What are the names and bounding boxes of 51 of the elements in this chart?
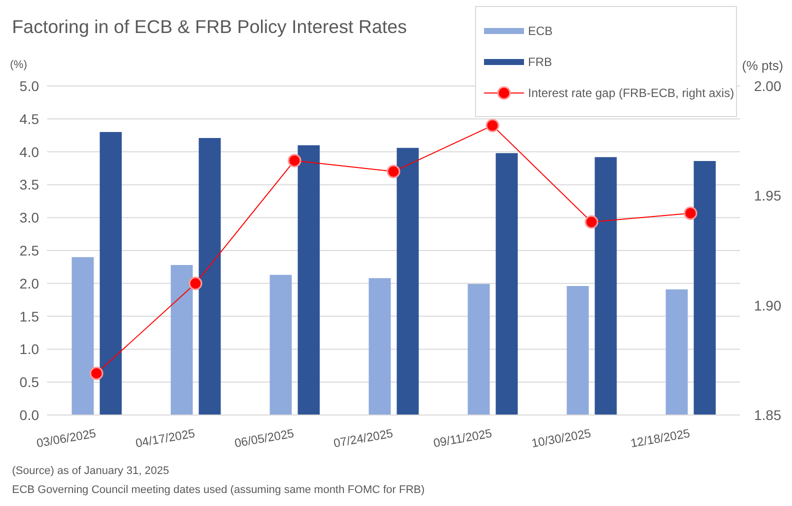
y-tick-label: 0.5 <box>20 374 40 390</box>
bar <box>566 286 589 415</box>
y-tick-label: 3.0 <box>20 210 40 226</box>
y-tick-label: 0.0 <box>20 406 40 423</box>
x-tick-label: 03/06/2025 <box>35 426 98 450</box>
y-tick-label: 4.5 <box>20 110 40 127</box>
bar <box>694 161 716 415</box>
point <box>90 366 104 380</box>
x-tick-label: 09/11/2025 <box>432 426 494 450</box>
bar <box>270 274 292 415</box>
y-tick-label: 1.0 <box>20 341 40 358</box>
legend-label: Interest rate gap (FRB-ECB, right axis) <box>528 86 734 100</box>
y-tick-label: 2.5 <box>20 242 40 258</box>
point <box>386 164 400 178</box>
legend-label: ECB <box>528 24 553 38</box>
y-tick-label: 4.0 <box>20 144 40 160</box>
bar <box>594 157 617 415</box>
legend-label: FRB <box>528 54 552 68</box>
bar <box>468 284 490 415</box>
bar <box>368 278 391 415</box>
text: ECB Governing Council meeting dates used (assuming same month FOMC for FRB) <box>12 484 425 496</box>
bar <box>396 148 419 415</box>
y2-axis-title: (% pts) <box>742 58 784 73</box>
y-tick-label: 3.5 <box>20 176 40 193</box>
y-tick-label: 5.0 <box>20 78 40 94</box>
y2-tick-label: 1.95 <box>754 188 782 204</box>
x-tick-label: 06/05/2025 <box>233 426 296 450</box>
chart-title: Factoring in of ECB & FRB Policy Interest Rates <box>12 16 407 38</box>
text: (Source) as of January 31, 2025 <box>12 465 170 477</box>
y2-tick-label: 1.85 <box>754 406 782 423</box>
y2-tick-label: 1.90 <box>754 297 782 314</box>
x-tick-label: 10/30/2025 <box>530 426 592 450</box>
bar <box>100 132 122 415</box>
x-tick-label: 04/17/2025 <box>134 426 196 450</box>
point <box>288 154 302 168</box>
bar <box>198 138 221 415</box>
point <box>684 206 698 220</box>
bar <box>496 153 518 415</box>
y-axis-title: (%) <box>10 59 28 71</box>
point <box>584 215 598 229</box>
bar <box>72 257 94 415</box>
point <box>486 118 500 132</box>
x-tick-label: 07/24/2025 <box>332 426 394 450</box>
y2-tick-label: 2.00 <box>754 78 782 94</box>
bar <box>170 264 193 415</box>
y-tick-label: 2.0 <box>20 275 40 292</box>
bar <box>298 145 320 415</box>
point <box>188 276 202 290</box>
bar <box>666 289 688 415</box>
y-tick-label: 1.5 <box>20 308 40 324</box>
x-tick-label: 12/18/2025 <box>629 426 692 450</box>
